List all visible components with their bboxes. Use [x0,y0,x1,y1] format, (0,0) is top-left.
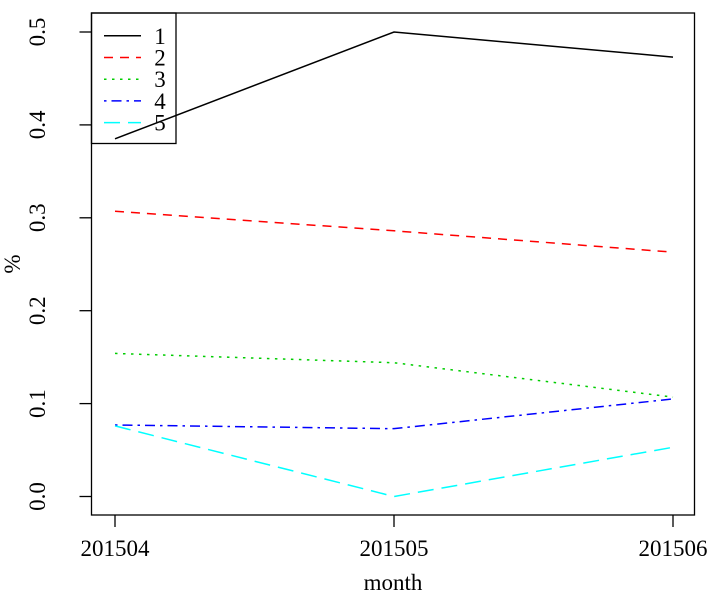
x-tick-label: 201504 [81,536,151,561]
legend-label-5: 5 [154,111,166,136]
y-tick-label: 0.5 [25,18,50,47]
x-axis-title: month [364,570,423,595]
legend-label-4: 4 [154,89,166,114]
y-tick-label: 0.4 [25,110,50,139]
legend-label-1: 1 [154,24,166,49]
plot-border [90,12,696,516]
y-tick-label: 0.3 [25,203,50,232]
legend-label-3: 3 [154,67,166,92]
y-tick-label: 0.0 [25,482,50,511]
legend-label-2: 2 [154,46,166,71]
series-line-1 [114,31,674,140]
x-tick-label: 201506 [639,536,708,561]
series-line-2 [114,210,674,253]
y-tick-label: 0.1 [25,389,50,418]
series-line-3 [114,352,674,398]
legend-box [90,12,177,145]
y-axis-title: % [0,254,25,273]
x-tick-label: 201505 [360,536,429,561]
y-tick-label: 0.2 [25,296,50,325]
series-line-5 [114,425,674,498]
series-line-4 [114,398,674,430]
